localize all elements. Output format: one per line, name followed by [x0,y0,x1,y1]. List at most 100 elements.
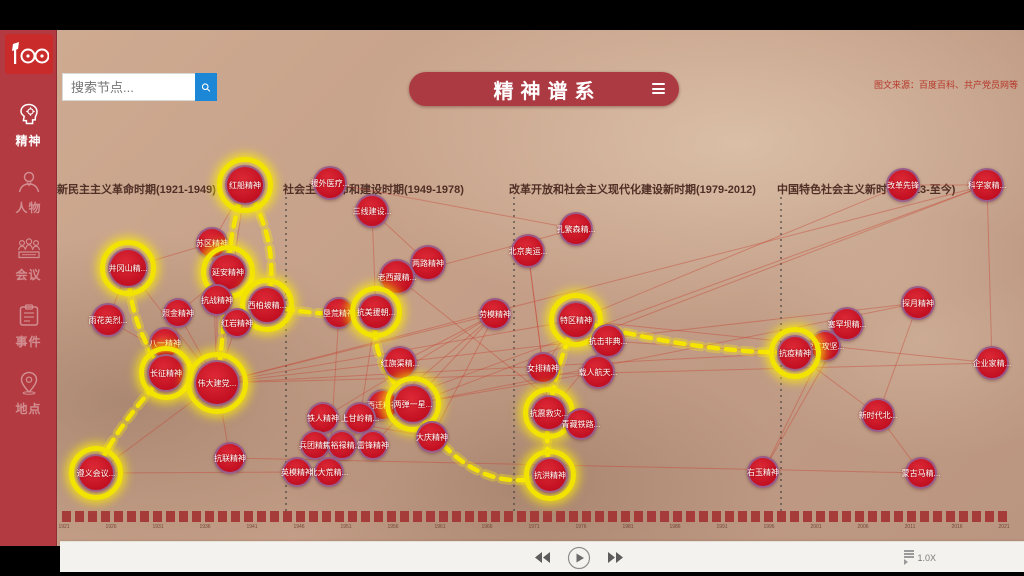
timeline-tick [192,511,201,522]
timeline-year-labels: 1921 1926 1931 1936 1941 1946 1951 1956 1961 1966… [0,524,1024,532]
graph-node-laomo[interactable]: 劳模精神 [479,298,511,330]
graph-node-kangyi[interactable]: 抗疫精神 [769,327,821,379]
edge [382,184,988,406]
edge [412,184,988,405]
graph-node-nvpai[interactable]: 女排精神 [527,352,559,384]
graph-node-kanghong[interactable]: 抗洪精神 [524,449,576,501]
sidebar-item-huiyi[interactable]: 会议 [0,226,57,293]
timeline-tick [933,511,942,522]
graph-node-hongchuan[interactable]: 红船精神 [217,157,273,213]
search-input[interactable] [62,73,195,101]
node-label: 三线建设... [352,206,392,216]
timeline-tick [920,511,929,522]
node-label: 北京奥运... [508,246,548,256]
timeline-year: 2011 [904,524,916,530]
graph-node-qiyejia[interactable]: 企业家精... [973,346,1011,380]
search-bar [62,73,217,101]
graph-node-saihanba[interactable]: 塞罕坝精... [828,307,866,341]
timeline-tick [504,511,513,522]
timeline-tick [478,511,487,522]
graph-node-weidajiandang[interactable]: 伟大建党... [186,352,248,414]
graph-node-changzheng[interactable]: 长征精神 [139,346,193,400]
graph-node-kangjifeidian[interactable]: 抗击非典... [589,324,627,358]
graph-node-liangdanyixing[interactable]: 两弹一星... [385,376,441,432]
sidebar-item-label: 人物 [15,201,42,215]
graph-node-lianglu[interactable]: 两路精神 [410,245,446,281]
node-label: 探月精神 [902,298,934,308]
graph-node-tanyue[interactable]: 探月精神 [901,286,935,320]
page-title-banner: 精神谱系 [409,72,679,106]
timeline-tick [322,511,331,522]
timeline-tick [647,511,656,522]
graph-node-shangganling[interactable]: 上甘岭精... [341,402,379,434]
node-label: 红旗渠精... [380,358,420,368]
graph-node-tieren[interactable]: 铁人精神 [307,402,339,434]
edge [229,457,922,474]
timeline-tick [205,511,214,522]
node-label: 焦裕禄精... [322,440,362,450]
timeline-year: 1951 [340,524,352,530]
timeline-tick [842,511,851,522]
rewind-button[interactable] [530,542,556,573]
graph-node-kanglian[interactable]: 抗联精神 [214,442,246,474]
graph-node-jiaoyulu[interactable]: 焦裕禄精... [323,430,361,460]
timeline-tick [972,511,981,522]
graph-node-kangmeiyuanchao[interactable]: 抗美援朝... [350,286,402,338]
timeline-tick [283,511,292,522]
graph-node-leifeng[interactable]: 雷锋精神 [357,430,389,460]
node-label: 右玉精神 [747,467,779,477]
era-separator [285,197,287,515]
graph-node-daqing[interactable]: 大庆精神 [416,421,448,453]
menu-icon[interactable] [652,83,665,94]
node-label: 劳模精神 [479,309,511,319]
timeline-year: 2021 [998,524,1010,530]
graph-node-zunyi[interactable]: 遵义会议... [69,446,123,500]
node-label: 遵义会议... [76,468,116,478]
timeline-tick [374,511,383,522]
fast-forward-button[interactable] [603,542,629,573]
graph-node-yingmo[interactable]: 英模精神 [281,457,313,487]
play-button[interactable] [566,542,592,573]
graph-node-kangzhan[interactable]: 抗战精神 [201,284,233,316]
timeline-tick [803,511,812,522]
search-button[interactable] [195,73,217,101]
node-label: 垦荒精神 [323,308,355,318]
graph-node-tequ[interactable]: 特区精神 [549,293,603,347]
node-label: 抗战精神 [201,295,233,305]
timeline-tick [127,511,136,522]
graph-node-zhaojin[interactable]: 照金精神 [162,298,194,328]
graph-node-hongyan[interactable]: 红岩精神 [221,308,253,338]
sidebar-item-shijian[interactable]: 事件 [0,293,57,360]
graph-node-jinggangshan[interactable]: 井冈山精... [100,240,156,296]
edge [877,302,919,416]
graph-node-xibaipo[interactable]: 西柏坡精... [240,278,294,332]
graph-node-beidahuang[interactable]: 北大荒精... [310,457,348,487]
edge [527,250,544,369]
node-label: 女排精神 [527,363,559,373]
graph-node-yuanwai[interactable]: 援外医疗... [311,166,349,200]
sidebar-item-didian[interactable]: 地点 [0,360,57,427]
timeline-tick [738,511,747,522]
sidebar-item-jingshen[interactable]: 精神 [0,92,57,159]
node-label: 两弹一星... [393,399,433,409]
graph-node-xinshidai[interactable]: 新时代北... [859,398,897,432]
graph-node-qingzangtielu[interactable]: 青藏铁路... [562,408,600,440]
graph-node-gaigexianfeng[interactable]: 改革先锋 [886,168,920,202]
speed-control[interactable]: 1.0X [904,542,936,573]
graph-node-hongqiqu[interactable]: 红旗渠精... [380,346,420,380]
graph-node-mengguma[interactable]: 蒙古马精... [902,457,940,489]
timeline-year: 2006 [857,524,869,530]
node-label: 红岩精神 [221,318,253,328]
timeline-track[interactable] [62,511,1018,522]
graph-node-youyu[interactable]: 右玉精神 [747,456,779,488]
timeline-tick [790,511,799,522]
graph-node-zairenhangtian[interactable]: 载人航天... [579,355,617,389]
graph-node-kongfansen[interactable]: 孔繁森精... [557,212,595,246]
timeline-tick [530,511,539,522]
sidebar-menu: 精神 人物 [0,92,57,427]
sidebar-item-renwu[interactable]: 人物 [0,159,57,226]
graph-node-beijingaoyun[interactable]: 北京奥运... [508,234,548,268]
graph-node-kexuejia[interactable]: 科学家精... [968,168,1006,202]
graph-node-yuhua[interactable]: 雨花英烈... [89,303,127,337]
graph-node-sanxian[interactable]: 三线建设... [352,194,392,228]
